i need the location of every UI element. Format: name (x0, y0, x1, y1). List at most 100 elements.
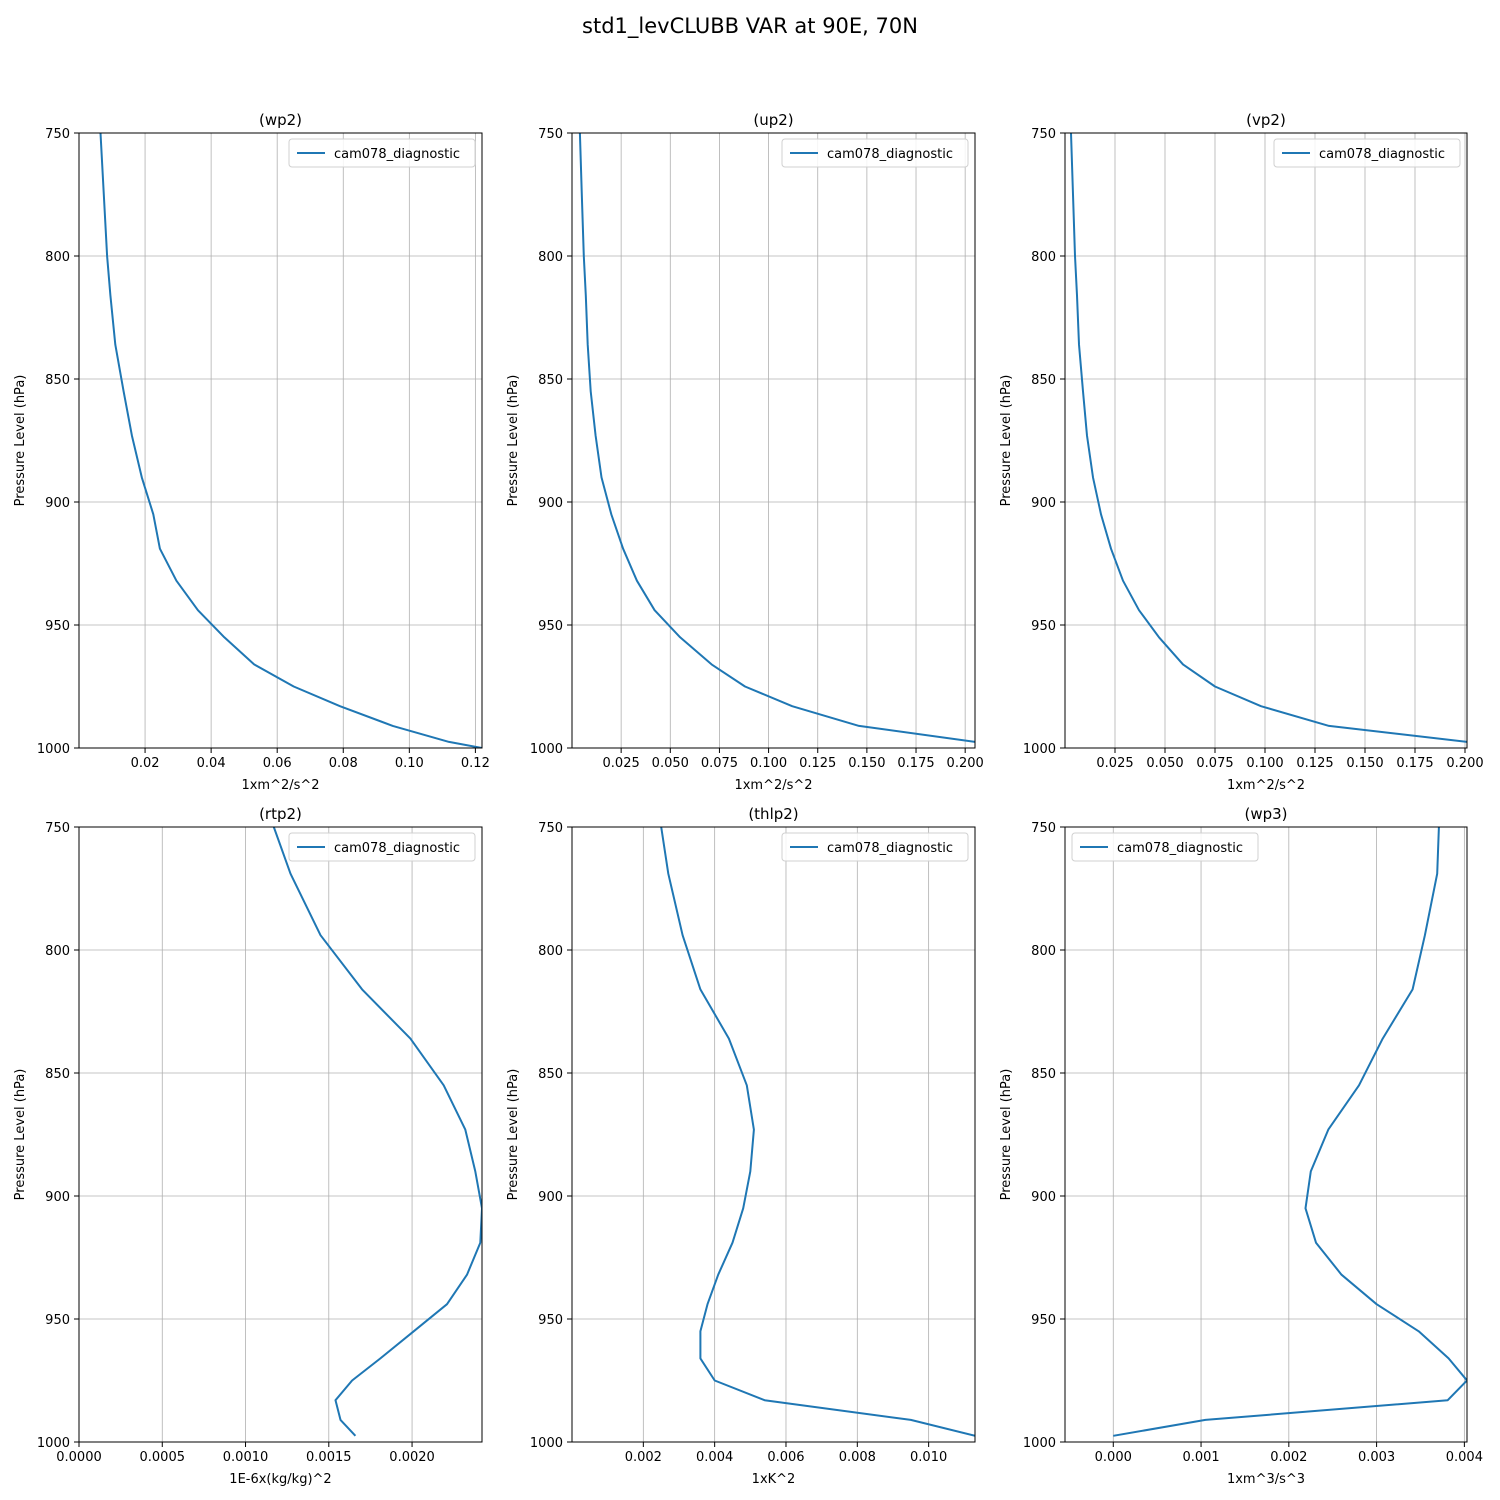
legend-label: cam078_diagnostic (827, 841, 953, 856)
plot-frame (1064, 132, 1468, 749)
y-axis-label: Pressure Level (hPa) (999, 1069, 1014, 1201)
x-axis-label: 1xK^2 (752, 1472, 796, 1487)
legend: cam078_diagnostic (781, 832, 969, 862)
y-axis-label: Pressure Level (hPa) (506, 1069, 521, 1201)
y-tick-label: 900 (45, 496, 70, 511)
legend-label: cam078_diagnostic (1319, 147, 1445, 162)
x-axis-label: 1xm^2/s^2 (1227, 778, 1305, 793)
legend-label: cam078_diagnostic (334, 841, 460, 856)
x-axis-label: 1xm^2/s^2 (734, 778, 812, 793)
plot-frame (1064, 826, 1468, 1443)
y-tick-label: 1000 (37, 742, 70, 757)
subplot-title: (vp2) (1246, 111, 1286, 129)
x-tick-label: 0.125 (1296, 756, 1333, 771)
x-tick-label: 0.0020 (389, 1450, 435, 1465)
x-tick-label: 0.08 (329, 756, 358, 771)
series-line (99, 133, 482, 748)
legend: cam078_diagnostic (1071, 832, 1259, 862)
x-tick-label: 0.02 (131, 756, 160, 771)
x-tick-label: 0.12 (461, 756, 490, 771)
legend-box (288, 832, 476, 862)
x-tick-label: 0.004 (1446, 1450, 1483, 1465)
legend: cam078_diagnostic (1273, 138, 1461, 168)
subplot-title: (up2) (753, 111, 793, 129)
x-tick-label: 0.125 (799, 756, 836, 771)
plot-frame (571, 826, 976, 1443)
x-tick-label: 0.006 (767, 1450, 804, 1465)
y-tick-label: 800 (45, 944, 70, 959)
x-tick-label: 0.025 (1096, 756, 1133, 771)
plot-frame (571, 132, 976, 749)
x-tick-label: 0.000 (1095, 1450, 1132, 1465)
y-tick-label: 900 (538, 1190, 563, 1205)
x-tick-label: 0.001 (1182, 1450, 1219, 1465)
x-tick-label: 0.06 (263, 756, 292, 771)
y-tick-label: 750 (45, 821, 70, 836)
y-tick-label: 850 (538, 373, 563, 388)
x-tick-label: 0.025 (603, 756, 640, 771)
x-tick-label: 0.200 (947, 756, 984, 771)
x-tick-label: 0.0005 (140, 1450, 186, 1465)
series-line (578, 133, 975, 743)
y-tick-label: 850 (1031, 1067, 1056, 1082)
legend-box (1273, 138, 1461, 168)
y-tick-label: 800 (45, 250, 70, 265)
series-line (1070, 133, 1467, 743)
subplot-title: (wp2) (259, 111, 302, 129)
x-tick-label: 0.0000 (56, 1450, 102, 1465)
x-tick-label: 0.100 (1246, 756, 1283, 771)
x-tick-label: 0.050 (1146, 756, 1183, 771)
x-tick-label: 0.150 (1346, 756, 1383, 771)
x-tick-label: 0.050 (652, 756, 689, 771)
subplot-6: 0.000 0.001 0.002 0.003 0.004 750 800 850 900 950… (999, 805, 1483, 1487)
y-tick-label: 850 (538, 1067, 563, 1082)
subplot-1: 0.02 0.04 0.06 0.08 0.10 0.12 750 800 850 900 950 1… (13, 111, 490, 793)
legend: cam078_diagnostic (288, 832, 476, 862)
x-tick-label: 0.0015 (306, 1450, 352, 1465)
x-tick-label: 0.100 (750, 756, 787, 771)
y-tick-label: 950 (538, 1313, 563, 1328)
legend-label: cam078_diagnostic (334, 147, 460, 162)
x-axis-label: 1xm^2/s^2 (241, 778, 319, 793)
x-axis-label: 1xm^3/s^3 (1227, 1472, 1305, 1487)
y-tick-label: 1000 (530, 742, 563, 757)
x-tick-label: 0.002 (625, 1450, 662, 1465)
subplot-2: 0.025 0.050 0.075 0.100 0.125 0.150 0.175 0.200… (506, 111, 984, 793)
y-tick-label: 1000 (1023, 1436, 1056, 1451)
y-tick-label: 900 (538, 496, 563, 511)
legend-box (288, 138, 476, 168)
x-tick-label: 0.04 (197, 756, 226, 771)
x-tick-label: 0.003 (1358, 1450, 1395, 1465)
x-tick-label: 0.150 (848, 756, 885, 771)
x-axis-label: 1E-6x(kg/kg)^2 (229, 1472, 331, 1487)
subplot-title: (thlp2) (748, 805, 798, 823)
x-tick-label: 0.002 (1270, 1450, 1307, 1465)
figure-title: std1_levCLUBB VAR at 90E, 70N (582, 14, 918, 38)
subplot-4: 0.0000 0.0005 0.0010 0.0015 0.0020 750 800 850 9… (13, 805, 483, 1487)
x-tick-label: 0.0010 (223, 1450, 269, 1465)
y-tick-label: 900 (1031, 1190, 1056, 1205)
x-tick-label: 0.010 (910, 1450, 947, 1465)
y-tick-label: 1000 (1023, 742, 1056, 757)
x-tick-label: 0.175 (1396, 756, 1433, 771)
x-tick-label: 0.008 (839, 1450, 876, 1465)
legend-box (1071, 832, 1259, 862)
plot-frame (78, 132, 483, 749)
y-axis-label: Pressure Level (hPa) (999, 375, 1014, 507)
x-tick-label: 0.10 (395, 756, 424, 771)
y-tick-label: 950 (45, 619, 70, 634)
subplot-title: (rtp2) (259, 805, 302, 823)
y-axis-label: Pressure Level (hPa) (506, 375, 521, 507)
legend: cam078_diagnostic (288, 138, 476, 168)
y-tick-label: 850 (45, 373, 70, 388)
legend-label: cam078_diagnostic (827, 147, 953, 162)
legend-box (781, 832, 969, 862)
legend-box (781, 138, 969, 168)
y-tick-label: 750 (1031, 127, 1056, 142)
y-axis-label: Pressure Level (hPa) (13, 1069, 28, 1201)
y-tick-label: 750 (538, 821, 563, 836)
y-tick-label: 900 (45, 1190, 70, 1205)
x-tick-label: 0.175 (897, 756, 934, 771)
legend: cam078_diagnostic (781, 138, 969, 168)
y-tick-label: 750 (538, 127, 563, 142)
